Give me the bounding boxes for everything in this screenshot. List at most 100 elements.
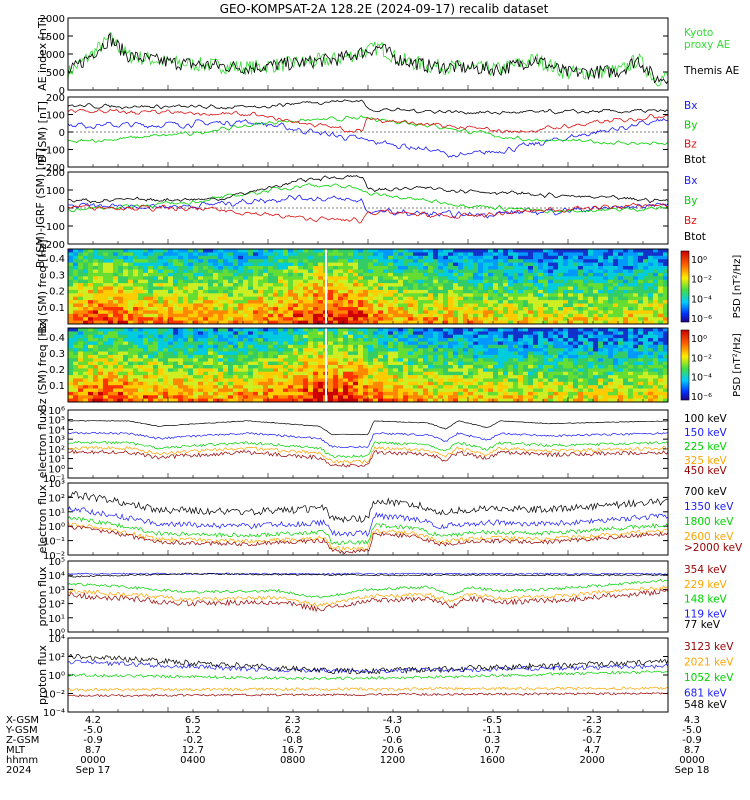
spectrogram-cell [178, 334, 184, 339]
spectrogram-cell [278, 252, 284, 257]
spectrogram-cell [298, 361, 304, 366]
spectrogram-cell [513, 338, 519, 342]
spectrogram-cell [88, 303, 94, 308]
spectrogram-cell [228, 289, 234, 294]
spectrogram-cell [488, 266, 494, 270]
spectrogram-cell [153, 320, 159, 325]
spectrogram-cell [398, 307, 404, 311]
spectrogram-cell [548, 303, 554, 308]
spectrogram-cell [238, 371, 244, 376]
spectrogram-cell [513, 249, 519, 253]
spectrogram-cell [488, 388, 494, 393]
spectrogram-cell [588, 307, 594, 311]
spectrogram-cell [523, 320, 529, 325]
spectrogram-cell [283, 351, 289, 356]
colorbar-tick: 10⁻² [691, 275, 712, 286]
spectrogram-cell [133, 279, 139, 284]
spectrogram-cell [163, 303, 169, 308]
spectrogram-cell [458, 368, 464, 373]
spectrogram-cell [553, 262, 559, 267]
spectrogram-cell [498, 307, 504, 311]
spectrogram-cell [448, 300, 454, 304]
spectrogram-cell [318, 368, 324, 373]
spectrogram-cell [488, 310, 494, 315]
spectrogram-cell [293, 262, 299, 267]
spectrogram-cell [353, 310, 359, 315]
spectrogram-cell [608, 252, 614, 257]
spectrogram-cell [243, 388, 249, 393]
spectrogram-cell [133, 255, 139, 260]
spectrogram-cell [178, 365, 184, 369]
spectrogram-cell [583, 286, 589, 291]
spectrogram-cell [468, 338, 474, 342]
spectrogram-cell [438, 378, 444, 383]
spectrogram-cell [583, 303, 589, 308]
spectrogram-cell [248, 300, 254, 304]
spectrogram-cell [273, 395, 279, 400]
spectrogram-cell [98, 334, 104, 339]
spectrogram-cell [108, 371, 114, 376]
spectrogram-cell [518, 276, 524, 281]
spectrogram-cell [568, 310, 574, 315]
series-themis-ae [67, 32, 669, 85]
spectrogram-cell [403, 381, 409, 386]
spectrogram-cell [448, 388, 454, 393]
spectrogram-cell [153, 279, 159, 284]
spectrogram-cell [133, 249, 139, 253]
spectrogram-cell [278, 279, 284, 284]
spectrogram-cell [233, 300, 239, 304]
spectrogram-cell [463, 293, 469, 298]
spectrogram-cell [128, 293, 134, 298]
spectrogram-cell [103, 368, 109, 373]
spectrogram-cell [533, 348, 539, 352]
spectrogram-cell [358, 252, 364, 257]
spectrogram-cell [438, 381, 444, 386]
spectrogram-cell [93, 255, 99, 260]
spectrogram-cell [508, 385, 514, 389]
spectrogram-cell [343, 293, 349, 298]
spectrogram-cell [78, 344, 84, 349]
spectrogram-cell [633, 266, 639, 270]
y-tick-label: 0.2 [49, 365, 65, 376]
spectrogram-cell [393, 334, 399, 339]
spectrogram-cell [203, 368, 209, 373]
spectrogram-cell [403, 283, 409, 287]
spectrogram-cell [528, 259, 534, 263]
spectrogram-cell [553, 310, 559, 315]
spectrogram-cell [328, 365, 334, 369]
spectrogram-cell [153, 348, 159, 352]
spectrogram-cell [523, 391, 529, 396]
spectrogram-cell [253, 269, 259, 274]
spectrogram-cell [423, 262, 429, 267]
spectrogram-cell [143, 391, 149, 396]
spectrogram-cell [458, 283, 464, 287]
spectrogram-cell [303, 252, 309, 257]
spectrogram-cell [398, 313, 404, 318]
spectrogram-cell [93, 289, 99, 294]
spectrogram-cell [73, 320, 79, 325]
spectrogram-cell [173, 249, 179, 253]
spectrogram-cell [163, 283, 169, 287]
spectrogram-cell [603, 289, 609, 294]
spectrogram-cell [273, 365, 279, 369]
spectrogram-cell [388, 358, 394, 363]
spectrogram-cell [453, 388, 459, 393]
spectrogram-cell [308, 385, 314, 389]
spectrogram-cell [243, 255, 249, 260]
spectrogram-cell [643, 272, 649, 277]
spectrogram-cell [428, 255, 434, 260]
spectrogram-cell [248, 307, 254, 311]
spectrogram-cell [103, 375, 109, 379]
spectrogram-cell [248, 303, 254, 308]
spectrogram-cell [143, 348, 149, 352]
spectrogram-cell [188, 395, 194, 400]
spectrogram-cell [338, 266, 344, 270]
spectrogram-cell [303, 310, 309, 315]
spectrogram-cell [428, 331, 434, 336]
spectrogram-cell [123, 375, 129, 379]
spectrogram-cell [123, 276, 129, 281]
spectrogram-cell [78, 279, 84, 284]
spectrogram-cell [238, 328, 244, 332]
spectrogram-cell [253, 259, 259, 263]
spectrogram-cell [158, 293, 164, 298]
